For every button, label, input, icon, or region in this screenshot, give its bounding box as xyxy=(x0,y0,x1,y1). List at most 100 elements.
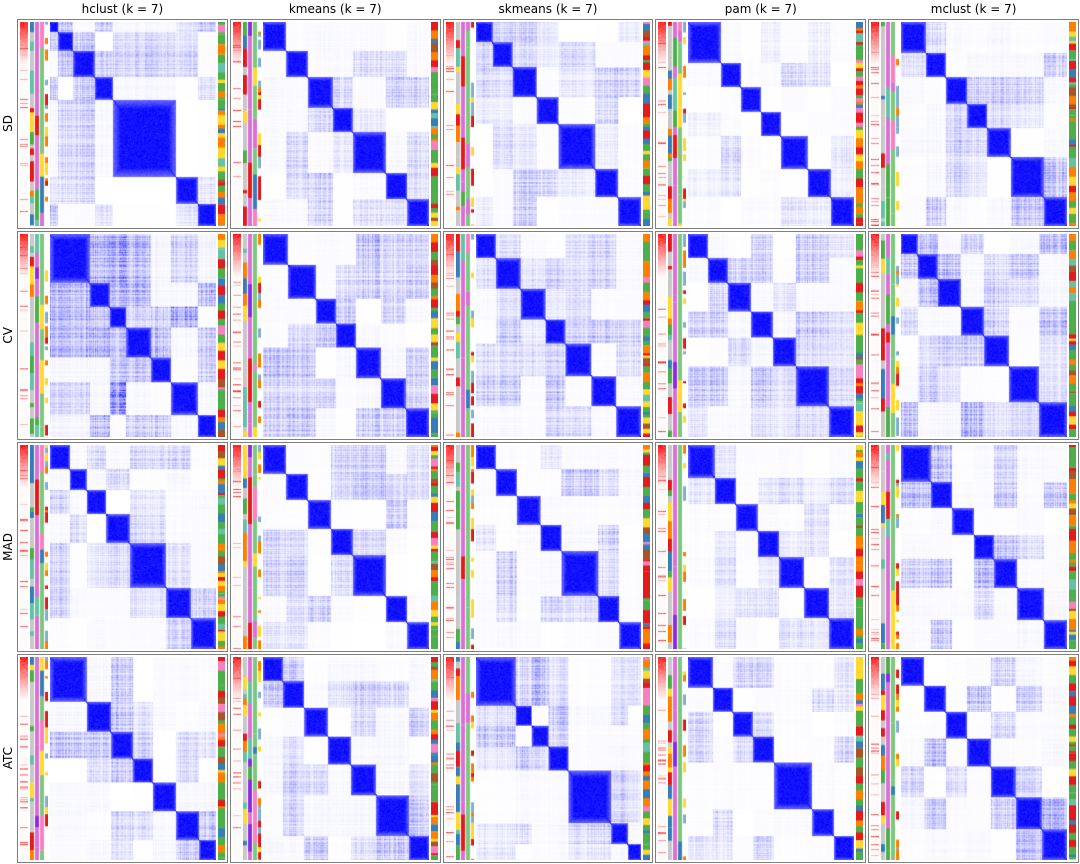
column-title-kmeans: kmeans (k = 7) xyxy=(288,2,382,16)
consensus-heatmap-canvas xyxy=(50,445,216,649)
panel-SD-hclust xyxy=(17,19,228,229)
row-label-cell-ATC: ATC xyxy=(0,653,16,864)
cluster-annotation-strip xyxy=(643,656,651,860)
class-annotation-strips xyxy=(455,656,474,860)
score-annotation-strip xyxy=(658,445,667,649)
score-annotation-strip xyxy=(871,445,880,649)
consensus-heatmap-canvas xyxy=(901,445,1067,649)
score-annotation-strip xyxy=(658,656,667,860)
consensus-heatmap-canvas xyxy=(475,656,642,860)
score-annotation-strip xyxy=(871,233,880,437)
column-title-pam: pam (k = 7) xyxy=(724,2,797,16)
panel-SD-pam xyxy=(655,19,867,229)
cluster-annotation-strip xyxy=(1069,656,1076,860)
score-annotation-strip xyxy=(232,233,241,437)
panel-MAD-pam xyxy=(655,442,867,652)
panel-MAD-hclust xyxy=(17,442,228,652)
cluster-annotation-strip xyxy=(430,22,438,226)
score-annotation-strip xyxy=(445,233,454,437)
score-annotation-strip xyxy=(658,233,667,437)
consensus-heatmap-canvas xyxy=(50,656,216,860)
score-annotation-strip xyxy=(232,445,241,649)
row-label: ATC xyxy=(1,747,15,770)
cluster-annotation-strip xyxy=(217,233,225,437)
consensus-heatmap-canvas xyxy=(901,22,1067,226)
consensus-heatmap-canvas xyxy=(262,445,429,649)
consensus-heatmap-canvas xyxy=(688,656,855,860)
class-annotation-strips xyxy=(881,445,900,649)
cluster-annotation-strip xyxy=(430,445,438,649)
panel-ATC-mclust xyxy=(868,653,1079,863)
panel-ATC-hclust xyxy=(17,653,228,863)
class-annotation-strips xyxy=(881,22,900,226)
score-annotation-strip xyxy=(20,656,28,860)
score-annotation-strip xyxy=(20,445,28,649)
row-label-cell-CV: CV xyxy=(0,230,16,442)
consensus-heatmap-canvas xyxy=(262,656,429,860)
class-annotation-strips xyxy=(881,656,900,860)
score-annotation-strip xyxy=(232,22,241,226)
cluster-annotation-strip xyxy=(643,22,651,226)
cluster-annotation-strip xyxy=(1069,445,1076,649)
class-annotation-strips xyxy=(242,656,261,860)
row-label-cell-MAD: MAD xyxy=(0,441,16,653)
panel-MAD-skmeans xyxy=(442,442,654,652)
consensus-heatmap-canvas xyxy=(688,22,855,226)
class-annotation-strips xyxy=(881,233,900,437)
column-title-mclust: mclust (k = 7) xyxy=(930,2,1017,16)
score-annotation-strip xyxy=(232,656,241,860)
column-title-skmeans: skmeans (k = 7) xyxy=(498,2,598,16)
heatmap-grid: SD CV MAD ATC xyxy=(0,18,1080,864)
class-annotation-strips xyxy=(30,233,48,437)
consensus-heatmap-canvas xyxy=(262,22,429,226)
consensus-heatmap-canvas xyxy=(688,233,855,437)
class-annotation-strips xyxy=(242,445,261,649)
consensus-heatmap-canvas xyxy=(475,445,642,649)
cluster-annotation-strip xyxy=(856,445,864,649)
class-annotation-strips xyxy=(242,22,261,226)
consensus-heatmap-canvas xyxy=(50,233,216,437)
cluster-annotation-strip xyxy=(430,233,438,437)
panel-SD-kmeans xyxy=(229,19,441,229)
class-annotation-strips xyxy=(668,233,687,437)
class-annotation-strips xyxy=(30,656,48,860)
class-annotation-strips xyxy=(455,22,474,226)
score-annotation-strip xyxy=(20,233,28,437)
cluster-annotation-strip xyxy=(217,22,225,226)
panel-ATC-skmeans xyxy=(442,653,654,863)
consensus-heatmap-canvas xyxy=(901,656,1067,860)
cluster-annotation-strip xyxy=(643,233,651,437)
panel-CV-kmeans xyxy=(229,230,441,440)
score-annotation-strip xyxy=(871,22,880,226)
cluster-annotation-strip xyxy=(643,445,651,649)
consensus-heatmap-canvas xyxy=(901,233,1067,437)
panel-CV-skmeans xyxy=(442,230,654,440)
panel-SD-skmeans xyxy=(442,19,654,229)
consensus-heatmap-canvas xyxy=(262,233,429,437)
panel-SD-mclust xyxy=(868,19,1079,229)
panel-ATC-pam xyxy=(655,653,867,863)
panel-CV-pam xyxy=(655,230,867,440)
class-annotation-strips xyxy=(30,22,48,226)
cluster-annotation-strip xyxy=(1069,233,1076,437)
class-annotation-strips xyxy=(455,233,474,437)
row-label: CV xyxy=(1,326,15,344)
consensus-heatmap-canvas xyxy=(50,22,216,226)
panel-ATC-kmeans xyxy=(229,653,441,863)
consensus-heatmap-canvas xyxy=(475,22,642,226)
cluster-annotation-strip xyxy=(856,22,864,226)
score-annotation-strip xyxy=(445,22,454,226)
class-annotation-strips xyxy=(242,233,261,437)
panel-CV-hclust xyxy=(17,230,228,440)
class-annotation-strips xyxy=(30,445,48,649)
cluster-annotation-strip xyxy=(217,445,225,649)
consensus-heatmap-canvas xyxy=(475,233,642,437)
class-annotation-strips xyxy=(668,656,687,860)
score-annotation-strip xyxy=(445,656,454,860)
panel-MAD-kmeans xyxy=(229,442,441,652)
column-title-hclust: hclust (k = 7) xyxy=(81,2,164,16)
score-annotation-strip xyxy=(871,656,880,860)
panel-MAD-mclust xyxy=(868,442,1079,652)
class-annotation-strips xyxy=(668,445,687,649)
